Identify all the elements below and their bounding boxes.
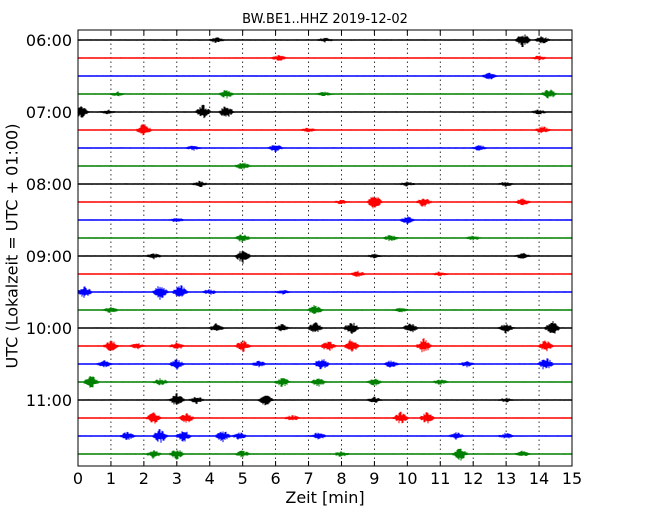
y-tick-label: 06:00	[26, 31, 72, 50]
x-tick-label: 13	[496, 469, 516, 488]
y-tick-label: 07:00	[26, 103, 72, 122]
x-axis-label: Zeit [min]	[285, 488, 365, 507]
x-tick-label: 14	[529, 469, 549, 488]
x-tick-label: 3	[172, 469, 182, 488]
y-axis-label: UTC (Lokalzeit = UTC + 01:00)	[2, 123, 22, 369]
x-tick-label: 2	[139, 469, 149, 488]
x-tick-label: 6	[271, 469, 281, 488]
y-tick-label: 08:00	[26, 175, 72, 194]
x-tick-label: 11	[430, 469, 450, 488]
plot-frame	[77, 29, 573, 467]
x-tick-label: 8	[336, 469, 346, 488]
x-tick-label: 0	[73, 469, 83, 488]
x-tick-label: 10	[397, 469, 417, 488]
x-tick-label: 12	[463, 469, 483, 488]
x-tick-label: 15	[562, 469, 582, 488]
chart-title: BW.BE1..HHZ 2019-12-02	[242, 12, 408, 27]
y-tick-label: 10:00	[26, 319, 72, 338]
x-tick-label: 4	[205, 469, 215, 488]
x-tick-label: 7	[303, 469, 313, 488]
x-tick-label: 1	[106, 469, 116, 488]
x-tick-label: 9	[369, 469, 379, 488]
trace-line	[77, 251, 573, 264]
x-tick-label: 5	[238, 469, 248, 488]
y-tick-label: 11:00	[26, 391, 72, 410]
y-tick-label: 09:00	[26, 247, 72, 266]
trace-line	[77, 393, 573, 406]
